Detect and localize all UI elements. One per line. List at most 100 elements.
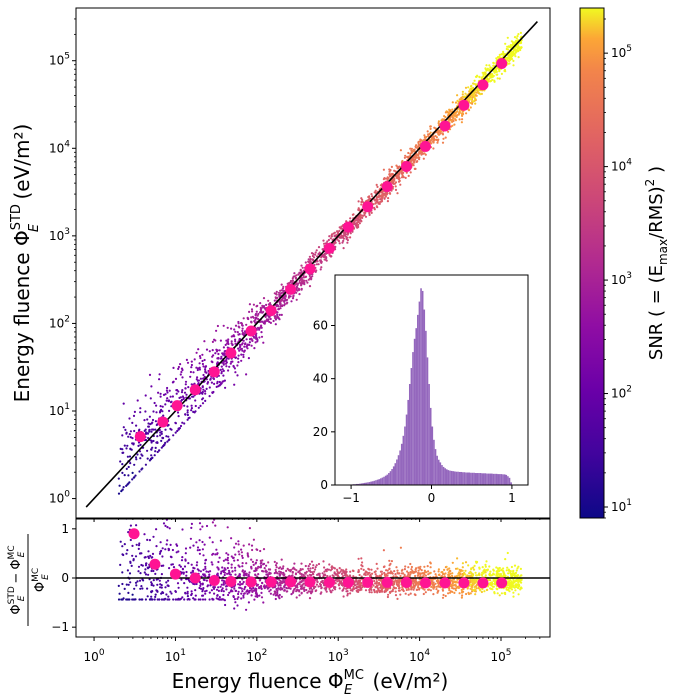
main-y-tick-label: 101 bbox=[49, 402, 70, 418]
main-point bbox=[222, 346, 225, 349]
main-point bbox=[196, 379, 199, 382]
main-point bbox=[149, 397, 152, 400]
residual-point bbox=[137, 547, 140, 551]
main-point bbox=[186, 418, 189, 421]
main-point bbox=[181, 389, 184, 392]
residual-point bbox=[478, 572, 481, 575]
main-point bbox=[121, 488, 124, 491]
main-point bbox=[323, 242, 326, 245]
residual-point bbox=[237, 550, 240, 553]
main-point bbox=[155, 441, 158, 444]
residual-point bbox=[146, 538, 149, 542]
residual-point bbox=[332, 566, 335, 569]
main-point bbox=[379, 184, 382, 187]
residual-point bbox=[278, 578, 281, 581]
main-point bbox=[184, 387, 187, 390]
main-point bbox=[491, 78, 494, 81]
main-point bbox=[131, 421, 134, 424]
main-point bbox=[274, 316, 277, 320]
main-point bbox=[220, 365, 223, 368]
residual-point bbox=[472, 566, 475, 569]
main-point bbox=[292, 275, 295, 278]
main-point bbox=[370, 211, 373, 214]
residual-point bbox=[199, 528, 202, 531]
residual-point bbox=[514, 589, 517, 592]
main-point bbox=[195, 351, 198, 354]
residual-point bbox=[246, 589, 249, 592]
residual-point bbox=[168, 527, 171, 530]
main-mean-marker bbox=[439, 120, 451, 132]
main-point bbox=[251, 310, 254, 313]
main-point bbox=[199, 356, 202, 360]
residual-point bbox=[226, 566, 229, 570]
residual-point bbox=[183, 582, 186, 585]
main-point bbox=[154, 446, 157, 449]
main-point bbox=[126, 444, 129, 447]
inset-bar bbox=[500, 474, 503, 485]
inset-bar bbox=[389, 471, 392, 485]
main-point bbox=[200, 391, 203, 394]
inset-bar bbox=[399, 450, 401, 485]
residual-point bbox=[496, 571, 499, 575]
inset-bar bbox=[463, 472, 466, 485]
main-point bbox=[194, 404, 197, 408]
main-point bbox=[364, 211, 367, 214]
residual-point bbox=[414, 574, 417, 578]
residual-point bbox=[290, 593, 293, 596]
residual-point bbox=[223, 573, 226, 577]
residual-point bbox=[128, 515, 130, 517]
main-point bbox=[220, 382, 223, 385]
residual-point bbox=[233, 587, 236, 590]
main-point bbox=[304, 275, 307, 279]
inset-bar bbox=[359, 483, 361, 485]
main-point bbox=[388, 175, 392, 178]
main-point bbox=[500, 53, 503, 56]
main-point bbox=[254, 318, 257, 321]
residual-point bbox=[273, 590, 276, 593]
residual-point bbox=[374, 570, 377, 573]
main-point bbox=[394, 181, 398, 184]
residual-point bbox=[233, 598, 236, 601]
main-point bbox=[166, 386, 169, 390]
residual-point bbox=[299, 568, 302, 571]
residual-point bbox=[283, 589, 286, 592]
main-point bbox=[198, 366, 201, 369]
residual-point bbox=[424, 591, 427, 594]
residual-point bbox=[145, 515, 147, 517]
residual-point bbox=[491, 582, 494, 585]
residual-point bbox=[161, 547, 164, 550]
inset-bar bbox=[445, 469, 448, 485]
residual-point bbox=[275, 562, 278, 565]
residual-point bbox=[388, 567, 391, 571]
residual-point bbox=[407, 593, 410, 596]
main-point bbox=[426, 130, 429, 133]
main-point bbox=[376, 185, 379, 188]
main-point bbox=[132, 476, 135, 479]
main-point bbox=[206, 381, 210, 384]
residual-point bbox=[472, 568, 476, 571]
residual-point bbox=[461, 566, 464, 569]
main-binned-means bbox=[134, 57, 508, 443]
inset-bar bbox=[441, 465, 443, 485]
main-point bbox=[451, 108, 454, 111]
main-point bbox=[502, 53, 505, 56]
inset-bar bbox=[355, 483, 358, 485]
main-point bbox=[208, 395, 211, 398]
main-point bbox=[239, 345, 242, 348]
main-point bbox=[250, 316, 253, 319]
residual-point bbox=[440, 575, 443, 578]
main-point bbox=[203, 358, 206, 362]
residual-point bbox=[383, 590, 386, 594]
main-point bbox=[192, 371, 195, 374]
residual-point bbox=[260, 587, 263, 591]
main-point bbox=[391, 182, 394, 185]
residual-point bbox=[203, 543, 206, 546]
main-y-tick-label: 100 bbox=[49, 490, 70, 506]
main-point bbox=[439, 132, 442, 135]
main-point bbox=[452, 113, 455, 117]
residual-point bbox=[486, 569, 489, 572]
residual-point bbox=[507, 588, 510, 592]
main-point bbox=[139, 443, 142, 446]
main-point bbox=[250, 337, 253, 340]
residual-point bbox=[312, 587, 316, 590]
